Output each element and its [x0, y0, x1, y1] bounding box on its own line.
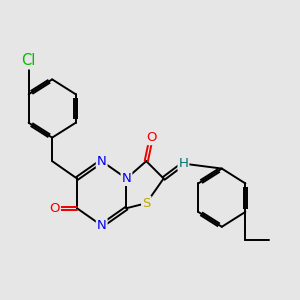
Text: Cl: Cl: [21, 53, 36, 68]
Text: N: N: [97, 219, 106, 232]
Text: H: H: [178, 157, 188, 170]
Text: O: O: [50, 202, 60, 215]
Text: N: N: [97, 154, 106, 168]
Text: N: N: [122, 172, 131, 185]
Text: O: O: [146, 131, 157, 144]
Text: S: S: [142, 197, 151, 210]
